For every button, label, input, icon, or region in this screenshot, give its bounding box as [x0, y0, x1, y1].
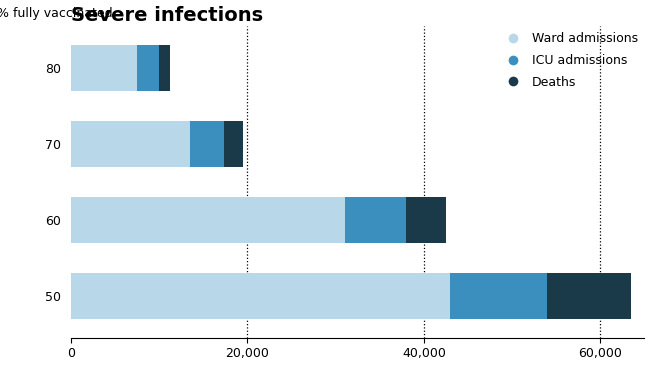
Text: Severe infections: Severe infections [71, 5, 263, 25]
Bar [71, 121, 190, 167]
Bar [450, 273, 547, 319]
Bar [159, 45, 170, 91]
Bar [224, 121, 243, 167]
Bar [71, 197, 344, 243]
Bar [547, 273, 631, 319]
Bar [344, 197, 406, 243]
Bar [190, 121, 224, 167]
Bar [137, 45, 159, 91]
Bar [71, 45, 137, 91]
Bar [406, 197, 446, 243]
Legend: Ward admissions, ICU admissions, Deaths: Ward admissions, ICU admissions, Deaths [500, 32, 638, 89]
Text: % fully vaccinated: % fully vaccinated [0, 7, 112, 20]
Bar [71, 273, 450, 319]
